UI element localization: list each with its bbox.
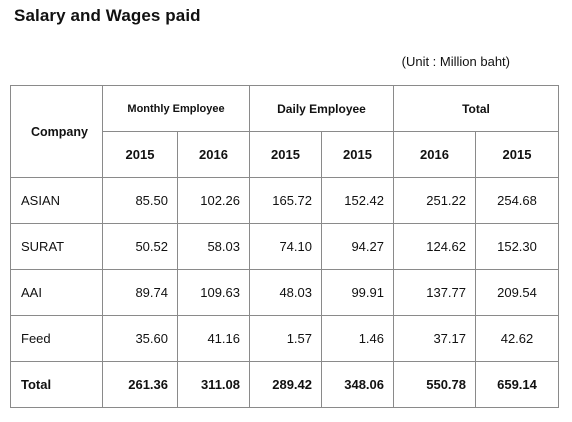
company-name: Feed — [10, 315, 103, 362]
header-company: Company — [10, 85, 103, 178]
total-cell: 311.08 — [177, 361, 250, 408]
table-cell: 109.63 — [177, 269, 250, 316]
header-monthly-employee: Monthly Employee — [102, 85, 250, 132]
table-cell: 254.68 — [475, 177, 559, 224]
header-total: Total — [393, 85, 559, 132]
header-year: 2015 — [249, 131, 322, 178]
total-cell: 289.42 — [249, 361, 322, 408]
table-cell: 42.62 — [475, 315, 559, 362]
table-cell: 89.74 — [102, 269, 178, 316]
table-year-row: 2015 2016 2015 2015 2016 2015 — [11, 131, 559, 178]
table-cell: 94.27 — [321, 223, 394, 270]
table-total-row: Total 261.36 311.08 289.42 348.06 550.78… — [10, 361, 559, 408]
header-year: 2015 — [321, 131, 394, 178]
table-cell: 124.62 — [393, 223, 476, 270]
table-cell: 165.72 — [249, 177, 322, 224]
header-year: 2015 — [102, 131, 178, 178]
company-name: ASIAN — [10, 177, 103, 224]
table-cell: 50.52 — [102, 223, 178, 270]
table-cell: 102.26 — [177, 177, 250, 224]
table-row: AAI 89.74 109.63 48.03 99.91 137.77 209.… — [10, 269, 559, 316]
table-cell: 48.03 — [249, 269, 322, 316]
salary-table: Company Monthly Employee Daily Employee … — [10, 85, 559, 408]
table-cell: 209.54 — [475, 269, 559, 316]
header-year: 2016 — [177, 131, 250, 178]
table-cell: 58.03 — [177, 223, 250, 270]
table-cell: 41.16 — [177, 315, 250, 362]
table-row: SURAT 50.52 58.03 74.10 94.27 124.62 152… — [10, 223, 559, 270]
company-name: AAI — [10, 269, 103, 316]
table-header-row: Company Monthly Employee Daily Employee … — [10, 85, 559, 178]
table-cell: 85.50 — [102, 177, 178, 224]
table-cell: 99.91 — [321, 269, 394, 316]
table-cell: 251.22 — [393, 177, 476, 224]
page-title: Salary and Wages paid — [14, 6, 201, 25]
table-row: ASIAN 85.50 102.26 165.72 152.42 251.22 … — [10, 177, 559, 224]
table-cell: 35.60 — [102, 315, 178, 362]
table-cell: 137.77 — [393, 269, 476, 316]
table-cell: 152.30 — [475, 223, 559, 270]
table-cell: 1.46 — [321, 315, 394, 362]
total-label: Total — [10, 361, 103, 408]
unit-note: (Unit : Million baht) — [401, 54, 510, 69]
table-cell: 74.10 — [249, 223, 322, 270]
header-year: 2016 — [393, 131, 476, 178]
table-cell: 152.42 — [321, 177, 394, 224]
table-row: Feed 35.60 41.16 1.57 1.46 37.17 42.62 — [10, 315, 559, 362]
header-year: 2015 — [475, 131, 559, 178]
total-cell: 659.14 — [475, 361, 559, 408]
table-cell: 1.57 — [249, 315, 322, 362]
total-cell: 261.36 — [102, 361, 178, 408]
total-cell: 550.78 — [393, 361, 476, 408]
header-daily-employee: Daily Employee — [249, 85, 394, 132]
company-name: SURAT — [10, 223, 103, 270]
table-cell: 37.17 — [393, 315, 476, 362]
total-cell: 348.06 — [321, 361, 394, 408]
